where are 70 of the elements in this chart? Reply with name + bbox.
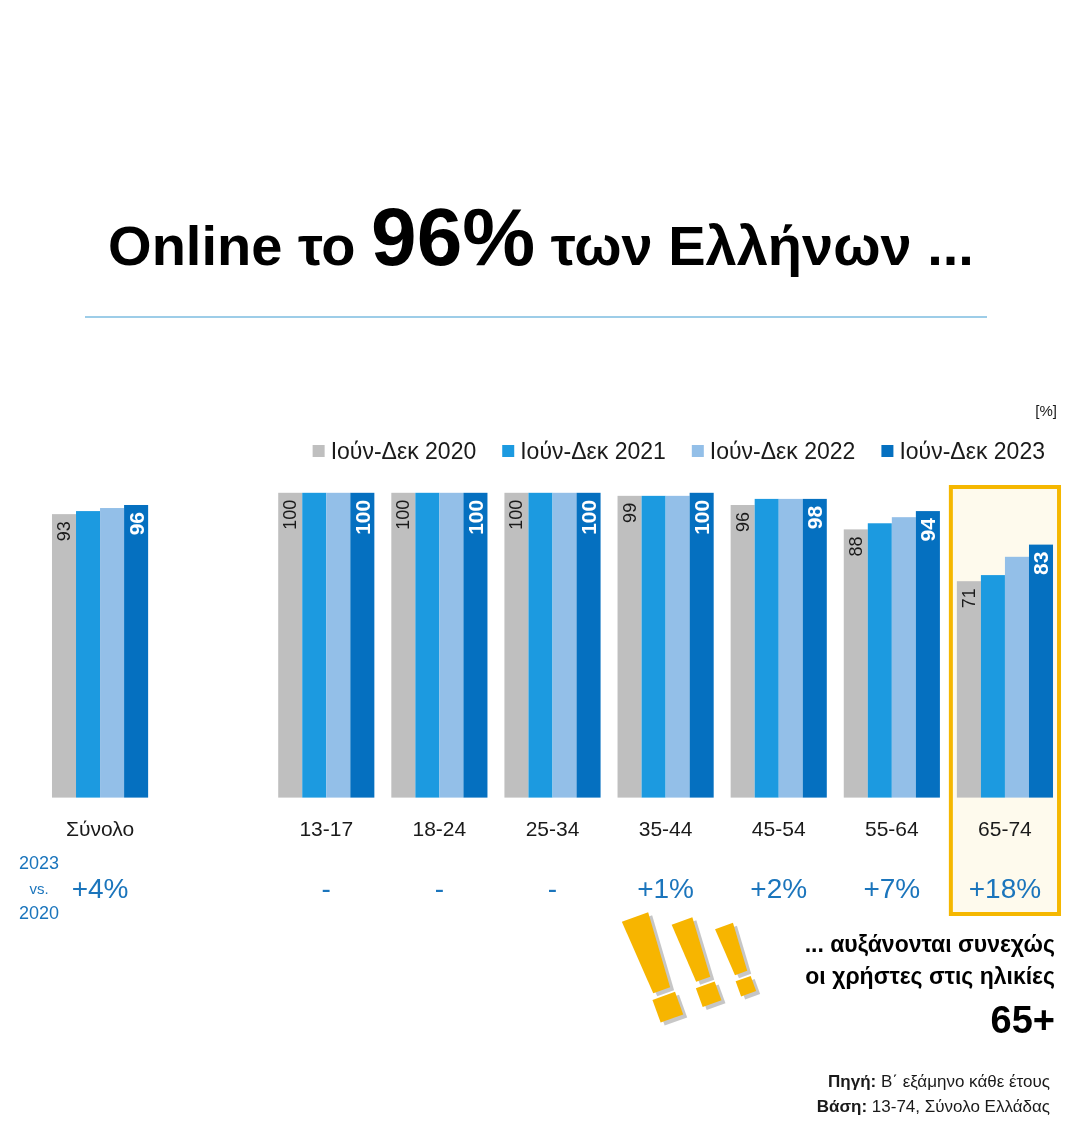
legend-label: Ιούν-Δεκ 2023 xyxy=(899,438,1045,464)
text: 2023 vs. 2020 xyxy=(18,853,60,923)
bar xyxy=(867,523,892,798)
text: +1% xyxy=(637,873,695,904)
legend-label: Ιούν-Δεκ 2020 xyxy=(330,438,477,464)
data-label: 71 xyxy=(958,588,979,609)
data-label: 96 xyxy=(124,511,148,536)
bar xyxy=(528,492,553,798)
bar xyxy=(617,495,642,798)
bar xyxy=(1028,544,1054,798)
x-tick-label: 18-24 xyxy=(412,817,467,840)
bar xyxy=(754,498,779,798)
bar xyxy=(689,492,714,798)
text: +4% xyxy=(71,873,129,904)
text: +7% xyxy=(863,873,921,904)
bar xyxy=(391,492,416,798)
bar xyxy=(463,492,488,798)
bar xyxy=(326,492,351,798)
x-tick-label: 25-34 xyxy=(525,817,580,840)
bar xyxy=(802,498,827,798)
bar xyxy=(891,517,916,798)
x-tick-label: 55-64 xyxy=(864,817,919,840)
bar xyxy=(641,495,666,798)
data-label: 100 xyxy=(393,499,414,530)
bar xyxy=(302,492,327,798)
bar xyxy=(915,511,940,798)
data-label: 94 xyxy=(916,517,940,542)
data-label: 100 xyxy=(690,499,714,535)
data-label: 88 xyxy=(845,536,866,557)
data-label: 100 xyxy=(506,499,527,530)
bar xyxy=(552,492,577,798)
bar xyxy=(980,575,1005,798)
data-label: 93 xyxy=(54,521,74,542)
bar xyxy=(730,504,755,798)
data-label: 100 xyxy=(280,499,301,530)
x-tick-label: 13-17 xyxy=(299,817,354,840)
bar xyxy=(576,492,601,798)
data-label: 100 xyxy=(463,499,487,535)
text: Πηγή: Β΄ εξάμηνο κάθε έτους xyxy=(828,1072,1050,1091)
bar xyxy=(956,581,981,798)
legend-label: Ιούν-Δεκ 2021 xyxy=(520,438,666,464)
text: - xyxy=(547,873,558,904)
bar xyxy=(504,492,529,798)
bar xyxy=(278,492,303,798)
y-axis-title: [%] xyxy=(1035,402,1057,419)
text: ... αυξάνονται συνεχώς οι χρήστες στις ηλικίες 65+ xyxy=(804,931,1056,1041)
chart-title: Online το 96% των Ελλήνων ... xyxy=(108,191,974,282)
text: Βάση: 13-74, Σύνολο Ελλάδας xyxy=(816,1097,1050,1116)
bar xyxy=(350,492,375,798)
bar xyxy=(439,492,464,798)
bar xyxy=(1004,556,1029,798)
text: - xyxy=(434,873,445,904)
data-label: 96 xyxy=(732,511,753,533)
legend-label: Ιούν-Δεκ 2022 xyxy=(709,438,856,464)
x-tick-label: 45-54 xyxy=(751,817,806,840)
bar xyxy=(778,498,803,798)
data-label: 83 xyxy=(1029,551,1053,575)
data-label: 99 xyxy=(619,502,640,523)
bar xyxy=(665,495,690,798)
data-label: 98 xyxy=(803,505,827,530)
x-tick-label: 35-44 xyxy=(638,817,693,840)
data-label: 100 xyxy=(350,499,374,535)
x-tick-label: Σύνολο xyxy=(66,817,135,840)
text: +2% xyxy=(750,873,808,904)
bar xyxy=(415,492,440,798)
bar xyxy=(843,529,868,798)
x-tick-label: 65-74 xyxy=(978,817,1033,840)
text: - xyxy=(321,873,331,904)
text: +18% xyxy=(968,873,1042,904)
data-label: 100 xyxy=(577,499,601,535)
